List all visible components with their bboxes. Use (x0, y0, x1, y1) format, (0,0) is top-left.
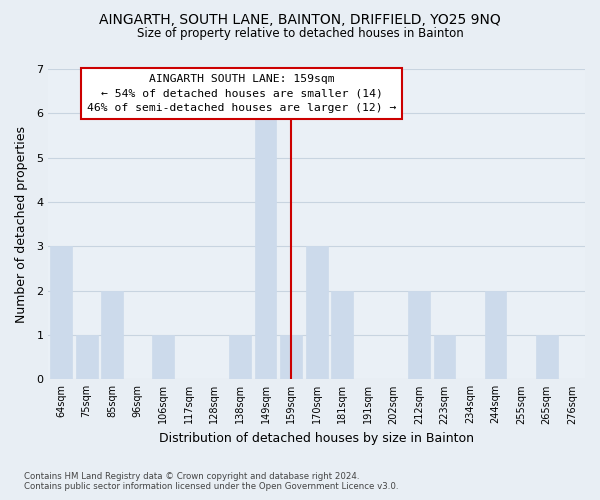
Bar (485, 290, 506, 380)
Bar (536, 335, 557, 380)
X-axis label: Distribution of detached houses by size in Bainton: Distribution of detached houses by size … (159, 432, 474, 445)
Bar (331, 290, 353, 380)
Bar (280, 335, 302, 380)
Y-axis label: Number of detached properties: Number of detached properties (15, 126, 28, 322)
Bar (229, 335, 251, 380)
Bar (434, 335, 455, 380)
Bar (408, 290, 430, 380)
Text: AINGARTH, SOUTH LANE, BAINTON, DRIFFIELD, YO25 9NQ: AINGARTH, SOUTH LANE, BAINTON, DRIFFIELD… (99, 12, 501, 26)
Bar (306, 246, 328, 380)
Text: AINGARTH SOUTH LANE: 159sqm
← 54% of detached houses are smaller (14)
46% of sem: AINGARTH SOUTH LANE: 159sqm ← 54% of det… (87, 74, 396, 114)
Bar (254, 114, 277, 380)
Text: Contains public sector information licensed under the Open Government Licence v3: Contains public sector information licen… (24, 482, 398, 491)
Bar (152, 335, 174, 380)
Text: Contains HM Land Registry data © Crown copyright and database right 2024.: Contains HM Land Registry data © Crown c… (24, 472, 359, 481)
Bar (76, 335, 98, 380)
Bar (101, 290, 123, 380)
Bar (50, 246, 72, 380)
Text: Size of property relative to detached houses in Bainton: Size of property relative to detached ho… (137, 28, 463, 40)
